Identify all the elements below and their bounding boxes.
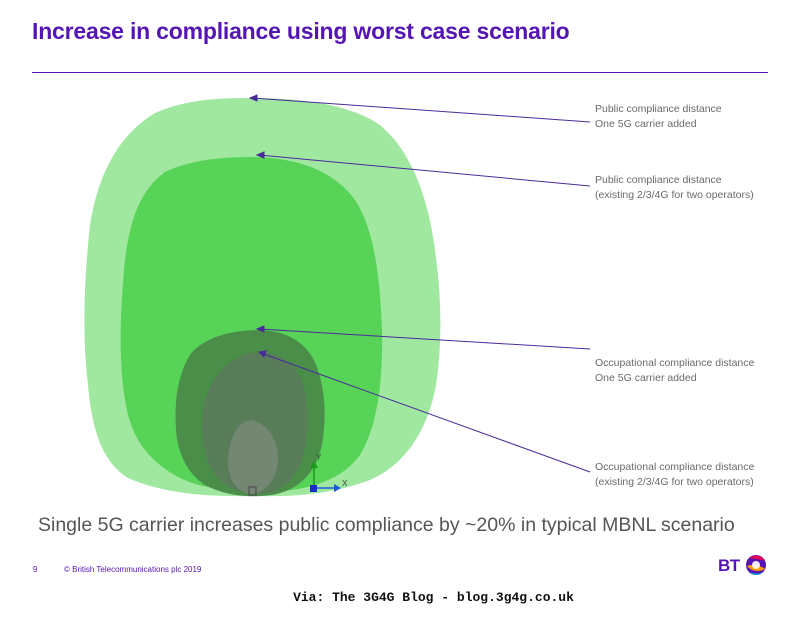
title-divider	[32, 72, 768, 73]
slide: Increase in compliance using worst case …	[32, 18, 770, 582]
page-number: 9	[33, 565, 38, 574]
annotation-public-existing: Public compliance distance (existing 2/3…	[595, 173, 754, 203]
annotation-public-5g: Public compliance distance One 5G carrie…	[595, 102, 722, 132]
annotation-line: One 5G carrier added	[595, 372, 697, 384]
annotation-occupational-5g: Occupational compliance distance One 5G …	[595, 356, 754, 386]
annotation-line: (existing 2/3/4G for two operators)	[595, 189, 754, 201]
axis-gizmo-icon: Y X	[310, 453, 348, 492]
svg-text:Y: Y	[316, 453, 322, 462]
pointer-line-2	[258, 154, 591, 187]
annotation-line: (existing 2/3/4G for two operators)	[595, 476, 754, 488]
annotation-line: Occupational compliance distance	[595, 461, 755, 473]
antenna-origin-marker	[248, 486, 257, 496]
bt-logo: BT	[718, 552, 770, 582]
compliance-diagram: Y X	[84, 94, 591, 497]
source-watermark: Via: The 3G4G Blog - blog.3g4g.co.uk	[293, 590, 574, 605]
antenna-core-volume	[228, 420, 278, 494]
annotation-line: Occupational compliance distance	[595, 357, 755, 369]
bt-logo-text: BT	[718, 556, 740, 575]
annotation-occupational-existing: Occupational compliance distance (existi…	[595, 460, 754, 490]
pointer-line-3	[258, 328, 591, 350]
svg-text:X: X	[342, 479, 348, 488]
bt-globe-icon	[746, 555, 766, 575]
pointer-line-4	[260, 352, 591, 473]
annotation-line: Public compliance distance	[595, 103, 722, 115]
pointer-line-1	[251, 97, 591, 123]
annotation-line: Public compliance distance	[595, 174, 722, 186]
annotation-line: One 5G carrier added	[595, 118, 697, 130]
copyright-text: © British Telecommunications plc 2019	[64, 565, 202, 574]
slide-title: Increase in compliance using worst case …	[32, 18, 570, 44]
summary-text: Single 5G carrier increases public compl…	[38, 514, 735, 536]
